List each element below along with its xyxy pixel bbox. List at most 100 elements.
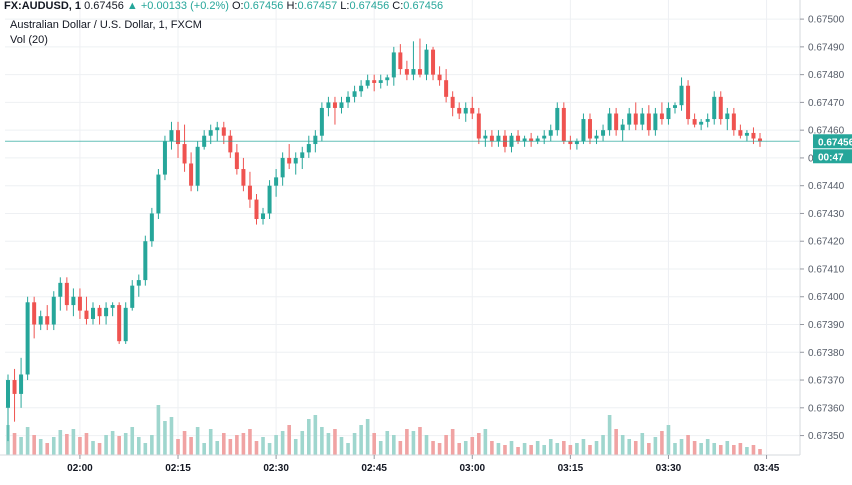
candle-body[interactable] bbox=[51, 296, 56, 325]
candle-body[interactable] bbox=[548, 130, 553, 136]
candle-body[interactable] bbox=[97, 307, 102, 317]
candle-body[interactable] bbox=[535, 138, 540, 142]
candle-body[interactable] bbox=[516, 135, 521, 142]
candle-body[interactable] bbox=[247, 185, 252, 200]
candle-body[interactable] bbox=[542, 135, 547, 139]
candle-body[interactable] bbox=[601, 130, 606, 136]
candle-body[interactable] bbox=[287, 157, 292, 164]
candle-body[interactable] bbox=[574, 141, 579, 145]
candle-body[interactable] bbox=[659, 113, 664, 120]
candle-body[interactable] bbox=[176, 130, 181, 145]
candle-body[interactable] bbox=[620, 124, 625, 131]
candle-body[interactable] bbox=[457, 107, 462, 114]
candle-body[interactable] bbox=[261, 213, 266, 220]
candle-body[interactable] bbox=[679, 85, 684, 106]
candle-body[interactable] bbox=[692, 119, 697, 125]
candle-body[interactable] bbox=[522, 138, 527, 142]
candle-body[interactable] bbox=[274, 177, 279, 186]
candle-body[interactable] bbox=[38, 316, 43, 325]
candle-body[interactable] bbox=[208, 130, 213, 136]
candle-body[interactable] bbox=[280, 157, 285, 178]
candle-body[interactable] bbox=[241, 169, 246, 186]
candle-body[interactable] bbox=[143, 241, 148, 281]
candle-body[interactable] bbox=[300, 152, 305, 158]
volume-indicator-label[interactable]: Vol (20) bbox=[10, 34, 48, 46]
candle-body[interactable] bbox=[12, 380, 17, 394]
candle-body[interactable] bbox=[751, 132, 756, 139]
candle-body[interactable] bbox=[581, 119, 586, 142]
candle-body[interactable] bbox=[607, 113, 612, 131]
candle-body[interactable] bbox=[463, 107, 468, 114]
candle-body[interactable] bbox=[372, 80, 377, 83]
candle-body[interactable] bbox=[640, 113, 645, 125]
candle-body[interactable] bbox=[293, 157, 298, 164]
candle-body[interactable] bbox=[91, 307, 96, 319]
candle-body[interactable] bbox=[633, 113, 638, 125]
candle-body[interactable] bbox=[71, 296, 76, 306]
price-axis[interactable] bbox=[800, 0, 852, 485]
candle-body[interactable] bbox=[254, 199, 259, 220]
candle-body[interactable] bbox=[529, 138, 534, 142]
candle-body[interactable] bbox=[215, 127, 220, 131]
candle-body[interactable] bbox=[391, 52, 396, 78]
candle-body[interactable] bbox=[718, 96, 723, 120]
candle-body[interactable] bbox=[555, 107, 560, 131]
candle-body[interactable] bbox=[470, 107, 475, 114]
candle-body[interactable] bbox=[476, 113, 481, 139]
candle-body[interactable] bbox=[731, 113, 736, 131]
candle-body[interactable] bbox=[195, 146, 200, 186]
candle-body[interactable] bbox=[666, 107, 671, 120]
candle-body[interactable] bbox=[306, 144, 311, 153]
candle-body[interactable] bbox=[234, 152, 239, 170]
candle-body[interactable] bbox=[25, 302, 30, 375]
candle-body[interactable] bbox=[437, 74, 442, 81]
candle-body[interactable] bbox=[431, 49, 436, 75]
candle-body[interactable] bbox=[614, 113, 619, 131]
candle-body[interactable] bbox=[483, 135, 488, 139]
candle-body[interactable] bbox=[110, 305, 115, 308]
candle-body[interactable] bbox=[385, 77, 390, 81]
candle-body[interactable] bbox=[339, 102, 344, 108]
candle-body[interactable] bbox=[672, 105, 677, 108]
candle-body[interactable] bbox=[587, 119, 592, 139]
candle-body[interactable] bbox=[58, 282, 63, 297]
candle-body[interactable] bbox=[136, 280, 141, 286]
candle-body[interactable] bbox=[189, 163, 194, 186]
candle-body[interactable] bbox=[332, 102, 337, 108]
candle-body[interactable] bbox=[444, 80, 449, 97]
candle-body[interactable] bbox=[561, 107, 566, 142]
candle-body[interactable] bbox=[346, 96, 351, 103]
candle-body[interactable] bbox=[594, 135, 599, 139]
candle-body[interactable] bbox=[411, 69, 416, 75]
candle-body[interactable] bbox=[313, 135, 318, 145]
candle-body[interactable] bbox=[162, 141, 167, 175]
candle-body[interactable] bbox=[489, 135, 494, 142]
candle-body[interactable] bbox=[627, 113, 632, 125]
candle-body[interactable] bbox=[221, 127, 226, 136]
candle-body[interactable] bbox=[326, 102, 331, 108]
candle-body[interactable] bbox=[712, 96, 717, 120]
candle-body[interactable] bbox=[45, 316, 50, 325]
candle-body[interactable] bbox=[496, 135, 501, 142]
candle-body[interactable] bbox=[77, 296, 82, 311]
candle-body[interactable] bbox=[424, 49, 429, 75]
candle-body[interactable] bbox=[130, 285, 135, 308]
candle-body[interactable] bbox=[104, 307, 109, 317]
candle-body[interactable] bbox=[6, 380, 10, 408]
candle-body[interactable] bbox=[228, 135, 233, 153]
candle-body[interactable] bbox=[568, 141, 573, 145]
candle-body[interactable] bbox=[653, 113, 658, 131]
candle-body[interactable] bbox=[738, 130, 743, 136]
candle-body[interactable] bbox=[398, 52, 403, 70]
candle-body[interactable] bbox=[744, 132, 749, 136]
candle-body[interactable] bbox=[123, 307, 128, 342]
candle-body[interactable] bbox=[64, 282, 69, 306]
candle-body[interactable] bbox=[182, 144, 187, 164]
candle-body[interactable] bbox=[699, 121, 704, 125]
candle-body[interactable] bbox=[758, 138, 762, 142]
candle-body[interactable] bbox=[32, 302, 37, 325]
candle-body[interactable] bbox=[686, 85, 691, 120]
candle-body[interactable] bbox=[404, 69, 409, 75]
